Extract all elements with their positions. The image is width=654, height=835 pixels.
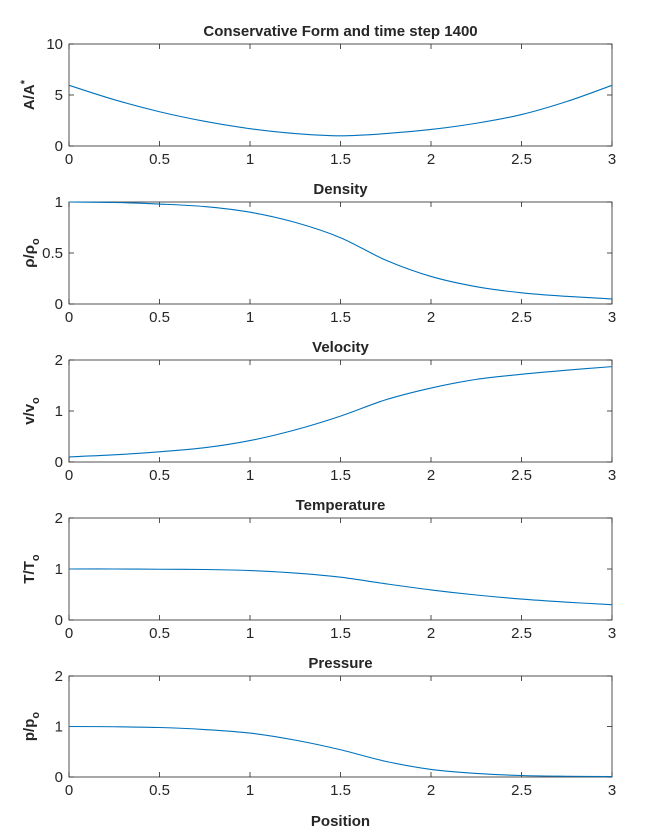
y-tick-label: 2 (55, 668, 63, 685)
y-tick-label: 1 (55, 194, 63, 211)
x-axis-label: Position (311, 813, 370, 830)
y-tick-label: 0 (55, 454, 63, 471)
series-line-1 (68, 725, 613, 778)
x-tick-label: 1 (246, 625, 254, 642)
y-axis-label-main: T/T (21, 561, 38, 584)
y-axis-label: T/To (21, 554, 42, 584)
x-tick-label: 3 (608, 782, 616, 799)
y-axis-label-subscript: o (30, 712, 42, 719)
y-axis-label-subscript: o (30, 554, 42, 561)
chart-panel-4: 0 0.5 1 1.5 2 2.5 3 0 1 2 Temperature T/To (21, 497, 616, 642)
y-axis-label-subscript: o (30, 397, 42, 404)
x-tick-label: 0 (65, 467, 73, 484)
y-tick-label: 10 (46, 36, 63, 53)
x-tick-label: 3 (608, 309, 616, 326)
y-axis-label-subscript: o (30, 238, 42, 245)
x-tick-label: 0.5 (149, 151, 170, 168)
x-tick-label: 2 (427, 782, 435, 799)
chart-title: Density (313, 181, 368, 198)
x-tick-label: 1 (246, 309, 254, 326)
y-tick-label: 0 (55, 138, 63, 155)
x-tick-label: 2.5 (511, 151, 532, 168)
y-tick-label: 1 (55, 403, 63, 420)
x-tick-label: 2 (427, 467, 435, 484)
x-tick-label: 1.5 (330, 467, 351, 484)
y-axis-label-superscript: * (19, 79, 31, 84)
y-axis-label-main: A/A (21, 84, 38, 110)
series-line-1 (68, 201, 613, 300)
y-axis-label-main: p/p (21, 719, 38, 742)
y-axis-label-main: ρ/ρ (21, 245, 38, 268)
chart-panel-2: 0 0.5 1 1.5 2 2.5 3 0 0.5 1 Density ρ/ρo (21, 181, 616, 326)
axes-box (68, 201, 613, 305)
x-tick-label: 2 (427, 625, 435, 642)
x-tick-label: 1.5 (330, 151, 351, 168)
x-tick-label: 2.5 (511, 309, 532, 326)
x-tick-label: 1.5 (330, 625, 351, 642)
y-tick-label: 0 (55, 296, 63, 313)
x-tick-label: 2 (427, 151, 435, 168)
axes-box (68, 43, 613, 147)
y-tick-label: 0.5 (42, 245, 63, 262)
y-tick-label: 1 (55, 719, 63, 736)
chart-title: Temperature (296, 497, 386, 514)
chart-title: Conservative Form and time step 1400 (203, 23, 477, 40)
x-tick-label: 0.5 (149, 467, 170, 484)
chart-title: Velocity (312, 339, 369, 356)
series-line-1 (68, 568, 613, 606)
series-line-1 (68, 84, 613, 137)
y-axis-label: ρ/ρo (21, 238, 42, 268)
y-tick-label: 5 (55, 87, 63, 104)
chart-title: Pressure (308, 655, 372, 672)
y-axis-label-main: v/v (21, 403, 38, 425)
axes-box (68, 675, 613, 778)
x-tick-label: 1 (246, 782, 254, 799)
x-tick-label: 2 (427, 309, 435, 326)
x-tick-label: 2.5 (511, 625, 532, 642)
y-tick-label: 2 (55, 510, 63, 527)
series-line-1 (68, 366, 613, 458)
axes-box (68, 359, 613, 463)
x-tick-label: 1 (246, 151, 254, 168)
x-tick-label: 0 (65, 625, 73, 642)
y-tick-label: 0 (55, 612, 63, 629)
x-tick-label: 1.5 (330, 309, 351, 326)
x-tick-label: 1.5 (330, 782, 351, 799)
x-tick-label: 0.5 (149, 625, 170, 642)
x-tick-label: 0.5 (149, 782, 170, 799)
chart-panel-3: 0 0.5 1 1.5 2 2.5 3 0 1 2 Velocity v/vo (21, 339, 616, 484)
y-tick-label: 1 (55, 561, 63, 578)
x-tick-label: 3 (608, 467, 616, 484)
x-tick-label: 0 (65, 782, 73, 799)
x-tick-label: 0 (65, 151, 73, 168)
y-tick-label: 2 (55, 352, 63, 369)
x-tick-label: 3 (608, 625, 616, 642)
y-axis-label: A/A* (19, 79, 38, 110)
x-tick-label: 0 (65, 309, 73, 326)
x-tick-label: 1 (246, 467, 254, 484)
y-tick-label: 0 (55, 769, 63, 786)
chart-panel-5: 0 0.5 1 1.5 2 2.5 3 0 1 2 Pressure p/po Position (21, 655, 616, 830)
y-axis-label: p/po (21, 712, 42, 742)
chart-panel-1: 0 0.5 1 1.5 2 2.5 3 0 5 10 Conservative Form and t… (19, 23, 616, 168)
x-tick-label: 0.5 (149, 309, 170, 326)
y-axis-label: v/vo (21, 397, 42, 425)
x-tick-label: 2.5 (511, 782, 532, 799)
x-tick-label: 3 (608, 151, 616, 168)
x-tick-label: 2.5 (511, 467, 532, 484)
